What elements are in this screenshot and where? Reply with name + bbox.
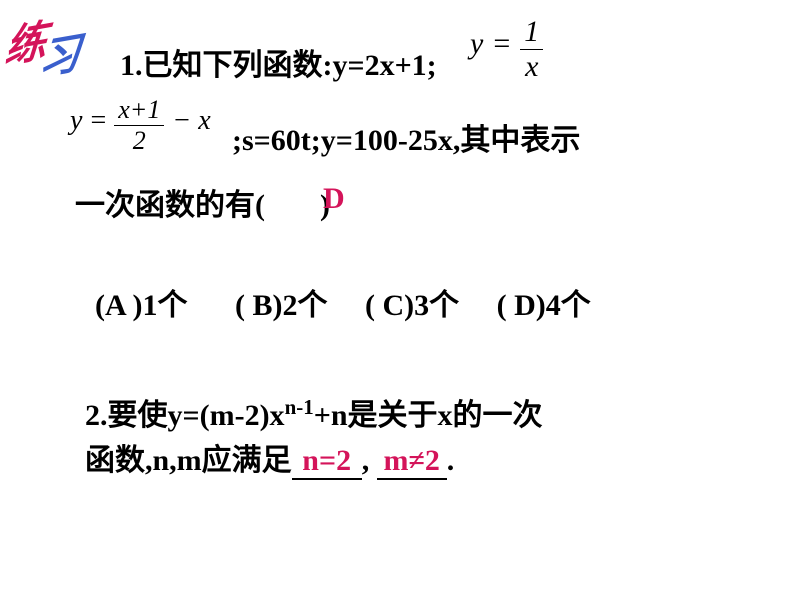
option-a: (A )1个 bbox=[95, 280, 188, 324]
q1-eq2-frac: x+1 2 bbox=[114, 95, 164, 156]
q1-eq1-den: x bbox=[520, 50, 543, 84]
q1-prefix: 1.已知下列函数:y=2x+1; bbox=[120, 49, 437, 82]
q1-eq2-equals: = bbox=[86, 105, 110, 136]
q2-l1a: 2.要使y=(m-2)x bbox=[85, 399, 285, 432]
q2-period: . bbox=[447, 444, 455, 477]
q2-l2a: 函数,n,m应满足 bbox=[85, 444, 292, 477]
q1-text-part2: ;s=60t;y=100-25x,其中表示 bbox=[232, 115, 580, 159]
q1-eq1-num: 1 bbox=[520, 15, 543, 50]
q1-eq1-frac: 1 x bbox=[520, 15, 543, 84]
q1-eq2-y: y bbox=[70, 105, 82, 136]
option-d: ( D)4个 bbox=[497, 280, 591, 324]
practice-char2: 习 bbox=[37, 32, 75, 85]
q1-eq1-equals: = bbox=[487, 27, 516, 60]
q1-options: (A )1个 ( B)2个 ( C)3个 ( D)4个 bbox=[95, 280, 591, 324]
practice-char1: 练 bbox=[3, 19, 41, 72]
q2-blank2: m≠2 bbox=[377, 444, 447, 480]
q1-fraction2: y = x+1 2 − x bbox=[70, 95, 211, 156]
option-b: ( B)2个 bbox=[235, 280, 328, 324]
q2-exp: n-1 bbox=[285, 395, 314, 419]
q1-text-part1: 1.已知下列函数:y=2x+1; bbox=[120, 40, 437, 84]
q2-line2: 函数,n,m应满足n=2, m≠2. bbox=[85, 435, 454, 480]
q1-text-part3: 一次函数的有( ) bbox=[75, 180, 330, 224]
q1-answer: D bbox=[323, 182, 345, 216]
q1-eq2-den: 2 bbox=[114, 126, 164, 156]
q1-tail-a: 一次函数的有( bbox=[75, 189, 265, 222]
q2-l1b: +n是关于x的一次 bbox=[314, 399, 543, 432]
option-c: ( C)3个 bbox=[365, 280, 459, 324]
q2-blank1: n=2 bbox=[292, 444, 362, 480]
q1-eq2-num: x+1 bbox=[114, 95, 164, 126]
q2-comma: , bbox=[362, 444, 370, 477]
q1-eq2-minus: − x bbox=[168, 105, 210, 136]
q1-eq1-y: y bbox=[470, 27, 483, 60]
q2-line1: 2.要使y=(m-2)xn-1+n是关于x的一次 bbox=[85, 390, 543, 434]
q1-fraction1: y = 1 x bbox=[470, 15, 543, 84]
practice-heading: 练习 bbox=[3, 1, 76, 76]
